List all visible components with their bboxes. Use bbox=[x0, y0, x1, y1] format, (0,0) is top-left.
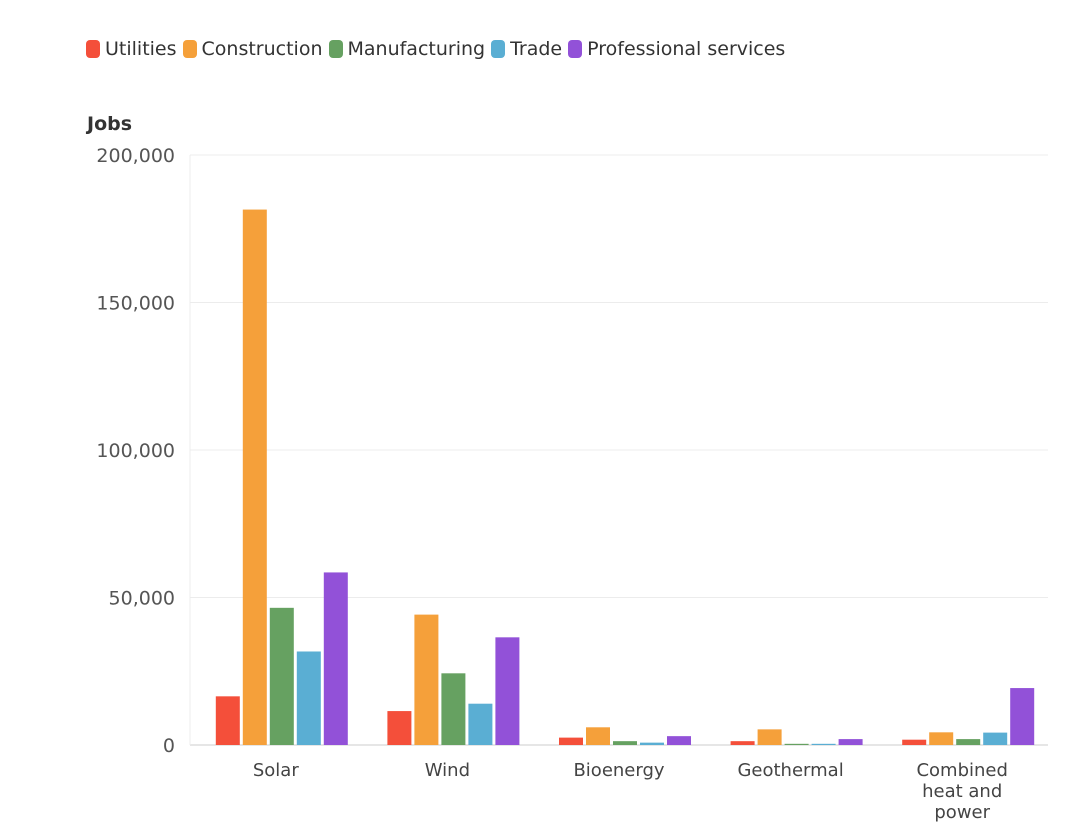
x-tick-label-solar: Solar bbox=[253, 760, 299, 781]
bar-bioenergy-professional-services[interactable] bbox=[667, 736, 691, 745]
y-tick-label: 200,000 bbox=[96, 145, 175, 167]
legend-label-trade: Trade bbox=[510, 38, 563, 60]
y-tick-label: 150,000 bbox=[96, 293, 175, 315]
x-tick-label-bioenergy: Bioenergy bbox=[573, 760, 664, 781]
legend-label-utilities: Utilities bbox=[105, 38, 177, 60]
legend-swatch-manufacturing bbox=[328, 40, 343, 58]
bar-combined-heat-and-power-manufacturing[interactable] bbox=[956, 739, 981, 745]
legend-item-utilities[interactable]: Utilities bbox=[86, 38, 177, 60]
bar-solar-construction[interactable] bbox=[242, 209, 267, 745]
bar-bioenergy-utilities[interactable] bbox=[559, 737, 583, 745]
legend-swatch-professional-services bbox=[568, 40, 583, 58]
legend: Utilities Construction Manufacturing Tra… bbox=[86, 38, 791, 60]
bar-wind-trade[interactable] bbox=[468, 703, 493, 745]
x-tick-label-wind: Wind bbox=[425, 760, 470, 781]
bar-combined-heat-and-power-trade[interactable] bbox=[983, 732, 1008, 745]
y-tick-label: 50,000 bbox=[109, 588, 175, 610]
bar-geothermal-professional-services[interactable] bbox=[838, 739, 863, 745]
legend-item-professional-services[interactable]: Professional services bbox=[568, 38, 785, 60]
bar-solar-trade[interactable] bbox=[296, 651, 321, 745]
legend-swatch-construction bbox=[182, 40, 197, 58]
bar-wind-professional-services[interactable] bbox=[495, 637, 520, 745]
y-tick-label: 0 bbox=[163, 735, 175, 757]
bars bbox=[215, 209, 1035, 745]
legend-label-professional-services: Professional services bbox=[587, 38, 786, 60]
legend-swatch-trade bbox=[491, 40, 506, 58]
y-axis-ticks: 0 50,000 100,000 150,000 200,000 bbox=[96, 145, 175, 757]
x-tick-label-combined-heat-and-power: Combined heat and power bbox=[916, 760, 1007, 823]
bar-geothermal-utilities[interactable] bbox=[730, 741, 755, 745]
bar-geothermal-construction[interactable] bbox=[757, 729, 782, 745]
bar-bioenergy-construction[interactable] bbox=[586, 727, 610, 745]
legend-item-manufacturing[interactable]: Manufacturing bbox=[328, 38, 486, 60]
y-axis-label: Jobs bbox=[85, 113, 132, 135]
bar-geothermal-trade[interactable] bbox=[811, 743, 836, 745]
bar-geothermal-manufacturing[interactable] bbox=[784, 743, 809, 745]
x-axis-ticks: Solar Wind Bioenergy Geothermal Combined heat… bbox=[253, 760, 1008, 823]
x-tick-label-geothermal: Geothermal bbox=[737, 760, 843, 781]
legend-label-construction: Construction bbox=[201, 38, 323, 60]
bar-combined-heat-and-power-professional-services[interactable] bbox=[1010, 688, 1035, 745]
legend-item-construction[interactable]: Construction bbox=[182, 38, 323, 60]
legend-item-trade[interactable]: Trade bbox=[491, 38, 562, 60]
bar-wind-construction[interactable] bbox=[414, 614, 439, 745]
bar-bioenergy-manufacturing[interactable] bbox=[613, 741, 637, 745]
bar-combined-heat-and-power-utilities[interactable] bbox=[902, 739, 927, 745]
bar-bioenergy-trade[interactable] bbox=[640, 742, 664, 745]
bar-combined-heat-and-power-construction[interactable] bbox=[929, 732, 954, 745]
bar-wind-utilities[interactable] bbox=[387, 711, 412, 745]
bar-solar-manufacturing[interactable] bbox=[269, 607, 294, 745]
legend-label-manufacturing: Manufacturing bbox=[347, 38, 486, 60]
bar-solar-utilities[interactable] bbox=[215, 696, 240, 745]
y-tick-label: 100,000 bbox=[96, 440, 175, 462]
bar-wind-manufacturing[interactable] bbox=[441, 673, 466, 745]
bar-solar-professional-services[interactable] bbox=[323, 572, 348, 745]
legend-swatch-utilities bbox=[86, 40, 100, 58]
